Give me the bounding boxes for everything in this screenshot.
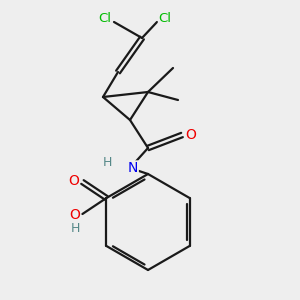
- Text: Cl: Cl: [98, 11, 112, 25]
- Text: H: H: [71, 221, 80, 235]
- Text: O: O: [186, 128, 196, 142]
- Text: H: H: [102, 157, 112, 169]
- Text: Cl: Cl: [158, 11, 172, 25]
- Text: N: N: [128, 161, 138, 175]
- Text: O: O: [68, 174, 79, 188]
- Text: O: O: [69, 208, 80, 222]
